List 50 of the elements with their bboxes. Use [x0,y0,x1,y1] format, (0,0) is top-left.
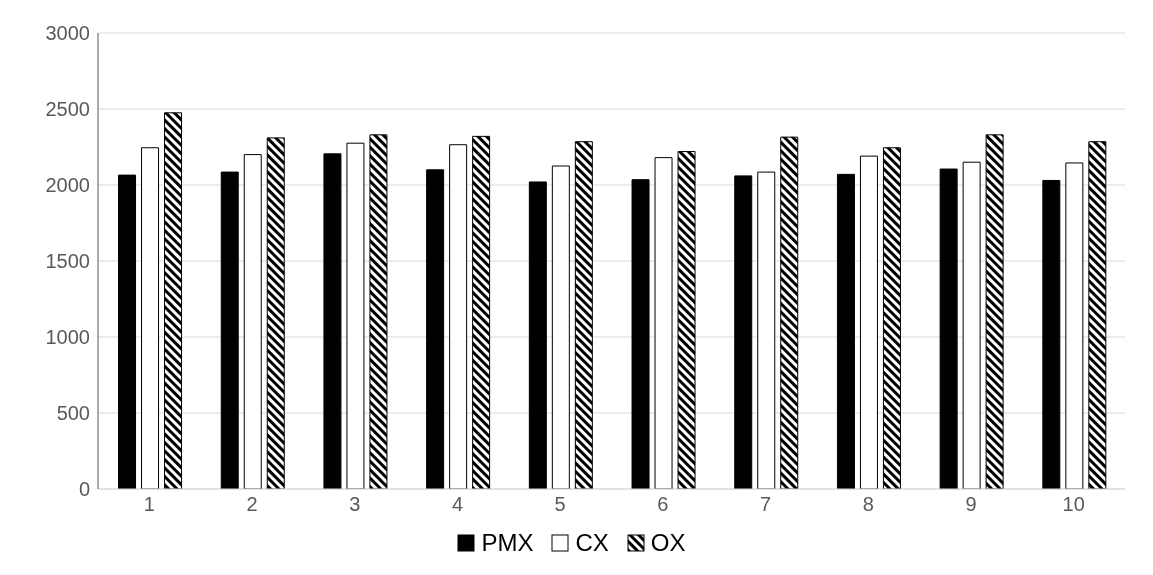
x-tick-label: 1 [143,493,155,516]
y-tick-label: 2000 [45,174,90,197]
bar [449,144,468,489]
bar [1088,141,1107,489]
bar [551,165,570,489]
y-tick-label: 0 [78,478,90,501]
bar [677,151,696,489]
bar [574,141,593,489]
bar [118,174,137,489]
bar [836,173,855,489]
legend-label: PMX [481,529,534,557]
legend-label: OX [650,529,686,557]
y-tick-label: 2500 [45,98,90,121]
bar [734,175,753,489]
bar [426,169,445,489]
y-tick-label: 1000 [45,326,90,349]
x-tick-label: 5 [554,493,566,516]
bar [882,147,901,489]
bar [780,136,799,489]
x-tick-label: 7 [759,493,772,516]
x-tick-label: 3 [349,493,361,516]
y-tick-label: 1500 [45,250,90,273]
bar [939,168,958,489]
x-tick-label: 4 [451,493,464,516]
y-tick-label: 3000 [45,22,90,45]
bar [369,134,388,489]
y-tick-label: 500 [56,402,90,425]
bar [472,135,491,489]
bar [528,181,547,489]
bar [141,147,160,489]
x-tick-label: 10 [1062,493,1085,516]
x-tick-label: 9 [965,493,977,516]
bar [1042,179,1061,489]
bar [164,112,183,489]
bar [243,154,262,489]
legend-label: CX [575,529,609,557]
x-tick-label: 8 [862,493,874,516]
bar [962,161,981,489]
bar [859,155,878,489]
bar [757,171,776,489]
bar [346,142,365,489]
bar [266,137,285,489]
bar [1065,162,1084,489]
bar [985,134,1004,489]
bar [631,179,650,489]
x-tick-label: 2 [246,493,258,516]
bar [220,171,239,489]
bar [323,153,342,489]
x-tick-label: 6 [657,493,669,516]
bar [654,157,673,489]
